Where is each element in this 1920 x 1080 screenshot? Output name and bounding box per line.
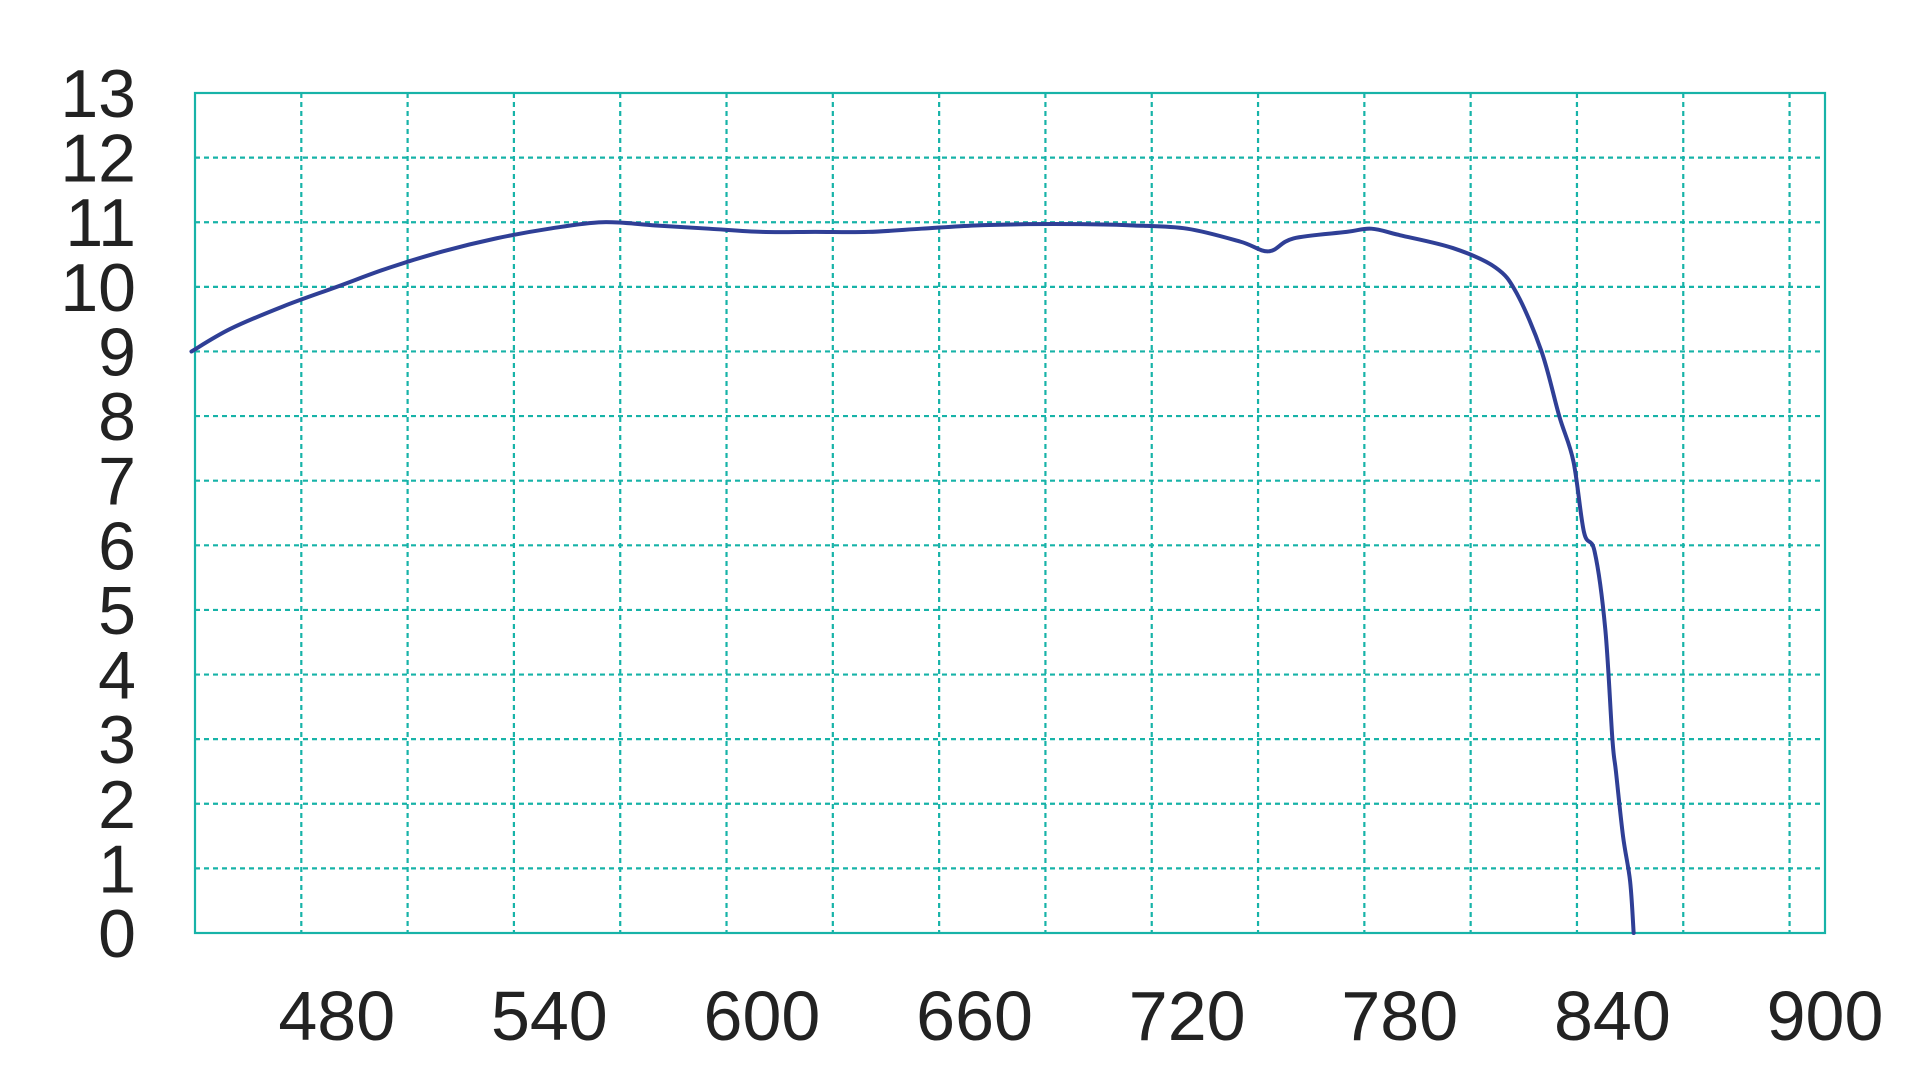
x-axis-tick-labels: 480 540 600 660 720 780 840 900	[278, 977, 1883, 1055]
y-tick-label: 7	[98, 444, 136, 520]
y-tick-label: 5	[98, 573, 136, 649]
x-tick-label: 480	[278, 977, 395, 1055]
y-tick-label: 8	[98, 379, 136, 455]
x-tick-label: 600	[704, 977, 821, 1055]
x-tick-label: 720	[1129, 977, 1246, 1055]
y-tick-label: 11	[65, 185, 136, 261]
y-tick-label: 13	[60, 56, 136, 132]
y-tick-label: 10	[60, 250, 136, 326]
y-tick-label: 4	[98, 638, 136, 714]
series-layer	[189, 220, 1636, 935]
y-tick-label: 2	[98, 767, 136, 843]
y-tick-label: 0	[98, 896, 136, 972]
grid	[195, 93, 1825, 933]
x-tick-label: 840	[1554, 977, 1671, 1055]
y-tick-label: 6	[98, 508, 136, 584]
x-tick-label: 780	[1341, 977, 1458, 1055]
y-tick-label: 1	[98, 831, 136, 907]
y-tick-label: 9	[98, 314, 136, 390]
plot-border	[193, 91, 1827, 935]
y-tick-label: 3	[98, 702, 136, 778]
x-tick-label: 660	[916, 977, 1033, 1055]
series-line-0	[189, 220, 1636, 935]
x-tick-label: 900	[1767, 977, 1884, 1055]
x-tick-label: 540	[491, 977, 608, 1055]
y-tick-label: 12	[60, 121, 136, 197]
